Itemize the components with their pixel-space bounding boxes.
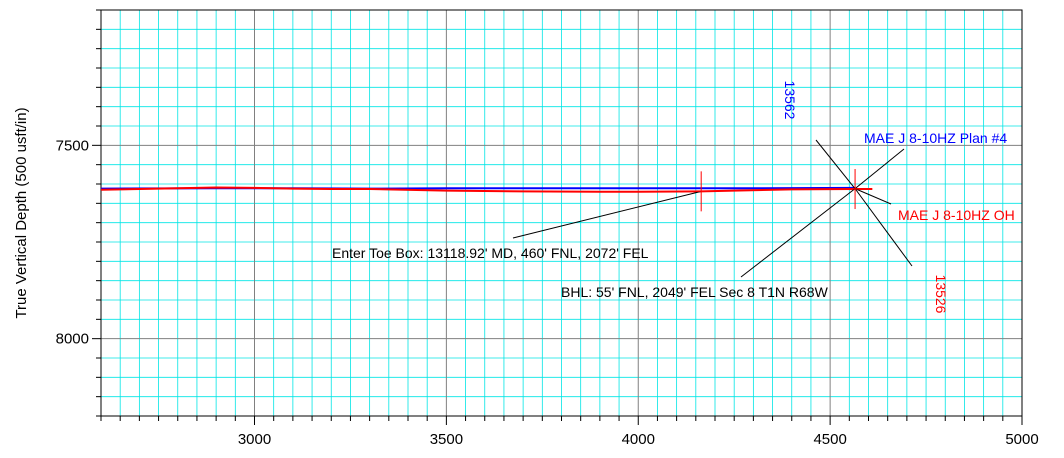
plan-well-label: MAE J 8-10HZ Plan #4 [864, 130, 1007, 146]
plan-md-leader [815, 139, 856, 189]
y-tick-label: 7500 [56, 137, 89, 154]
plan-md-label: 13562 [782, 81, 798, 120]
bhl-annotation: BHL: 55' FNL, 2049' FEL Sec 8 T1N R68W [561, 284, 829, 300]
oh-md-leader [854, 188, 913, 267]
toe-box-annotation: Enter Toe Box: 13118.92' MD, 460' FNL, 2… [332, 245, 649, 261]
leader-lines [512, 139, 913, 278]
series-layer [100, 186, 873, 193]
x-tick-label: 4500 [813, 431, 846, 448]
oh-well-label: MAE J 8-10HZ OH [898, 207, 1015, 223]
oh-label-leader [854, 188, 892, 205]
oh-md-label: 13526 [933, 275, 949, 314]
x-tick-label: 4000 [622, 431, 655, 448]
axis-tick-labels: 3000 3500 4000 4500 5000 7500 8000 [56, 137, 1039, 448]
minor-grid [100, 9, 1022, 417]
bhl-leader [740, 188, 856, 278]
y-axis-label: True Vertical Depth (500 usft/in) [13, 107, 30, 318]
x-tick-label: 3500 [430, 431, 463, 448]
axis-ticks [92, 9, 1023, 425]
toe-box-leader [512, 190, 702, 239]
plan-label-leader [854, 148, 905, 190]
x-tick-label: 5000 [1005, 431, 1038, 448]
x-tick-label: 3000 [238, 431, 271, 448]
series-line-mae-j-8-10hz-oh [100, 186, 873, 193]
annotations: MAE J 8-10HZ Plan #4 MAE J 8-10HZ OH 135… [332, 81, 1015, 314]
markers [694, 169, 863, 212]
y-tick-label: 8000 [56, 331, 89, 348]
